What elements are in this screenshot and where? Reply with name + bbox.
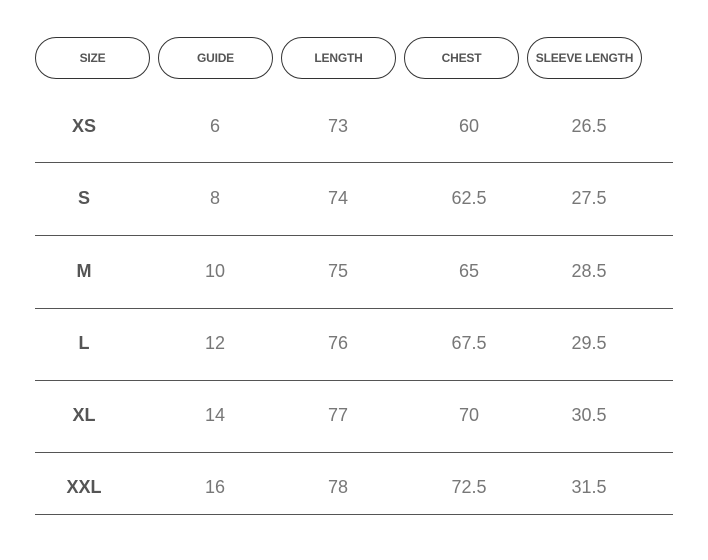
- size-label: S: [77, 188, 90, 208]
- measurement: 74: [327, 188, 349, 208]
- column-header: SIZE: [35, 37, 150, 79]
- measurement: 10: [204, 261, 226, 281]
- measurement: 67.5: [451, 333, 487, 353]
- measurement: 16: [204, 477, 226, 497]
- measurement: 6: [209, 116, 220, 136]
- measurement: 29.5: [571, 333, 607, 353]
- row-divider: [35, 514, 673, 515]
- size-label: XXL: [66, 477, 102, 497]
- measurement: 31.5: [571, 477, 607, 497]
- measurement: 28.5: [571, 261, 607, 281]
- size-label: XL: [72, 405, 96, 425]
- size-label: M: [76, 261, 92, 281]
- measurement: 12: [204, 333, 226, 353]
- measurement: 30.5: [571, 405, 607, 425]
- measurement: 77: [327, 405, 349, 425]
- measurement: 70: [458, 405, 480, 425]
- measurement: 62.5: [451, 188, 487, 208]
- measurement: 26.5: [571, 116, 607, 136]
- measurement: 65: [458, 261, 480, 281]
- measurement: 76: [327, 333, 349, 353]
- size-label: L: [78, 333, 90, 353]
- row-divider: [35, 308, 673, 309]
- size-label: XS: [71, 116, 96, 136]
- measurement: 14: [204, 405, 226, 425]
- measurement: 60: [458, 116, 480, 136]
- measurement: 8: [209, 188, 220, 208]
- column-header: CHEST: [404, 37, 519, 79]
- measurement: 72.5: [451, 477, 487, 497]
- row-divider: [35, 235, 673, 236]
- column-header: SLEEVE LENGTH: [527, 37, 642, 79]
- row-divider: [35, 162, 673, 163]
- column-header: LENGTH: [281, 37, 396, 79]
- column-header: GUIDE: [158, 37, 273, 79]
- measurement: 73: [327, 116, 349, 136]
- row-divider: [35, 452, 673, 453]
- measurement: 78: [327, 477, 349, 497]
- measurement: 75: [327, 261, 349, 281]
- row-divider: [35, 380, 673, 381]
- measurement: 27.5: [571, 188, 607, 208]
